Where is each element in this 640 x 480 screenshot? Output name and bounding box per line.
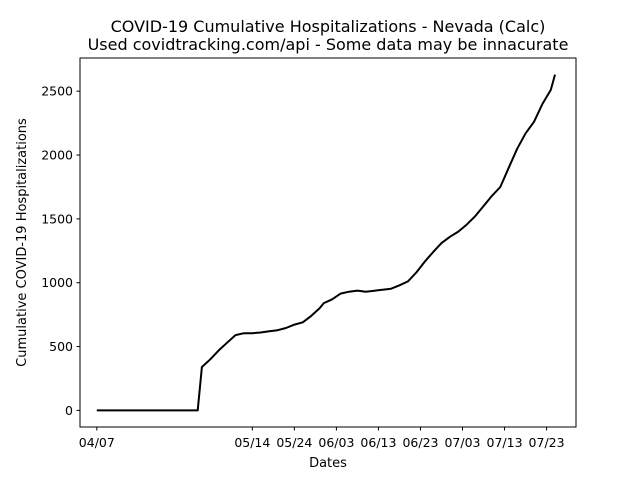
x-tick-label: 05/24 bbox=[276, 435, 312, 450]
y-tick-label: 2000 bbox=[41, 148, 73, 163]
chart-title: COVID-19 Cumulative Hospitalizations - N… bbox=[111, 17, 546, 36]
series-line bbox=[96, 74, 556, 412]
y-tick-label: 1000 bbox=[41, 275, 73, 290]
y-axis: 0 500 1000 1500 2000 2500 bbox=[41, 84, 80, 418]
y-tick-label: 0 bbox=[65, 403, 73, 418]
plot-frame bbox=[79, 57, 577, 428]
x-tick-label: 07/23 bbox=[529, 435, 565, 450]
x-axis-label: Dates bbox=[309, 456, 347, 471]
x-tick-label: 06/23 bbox=[402, 435, 438, 450]
x-axis: 04/07 05/14 05/24 06/03 06/13 06/23 07/03 07/13… bbox=[79, 427, 565, 450]
y-axis-label: Cumulative COVID-19 Hospitalizations bbox=[15, 118, 30, 367]
x-tick-label: 05/14 bbox=[234, 435, 270, 450]
y-tick-label: 2500 bbox=[41, 84, 73, 99]
x-tick-label: 06/03 bbox=[318, 435, 354, 450]
x-tick-label: 06/13 bbox=[360, 435, 396, 450]
chart-subtitle: Used covidtracking.com/api - Some data m… bbox=[88, 35, 569, 54]
y-tick-label: 500 bbox=[49, 339, 73, 354]
x-tick-label: 07/03 bbox=[444, 435, 480, 450]
x-tick-label: 04/07 bbox=[79, 435, 115, 450]
plot-series bbox=[96, 74, 556, 412]
x-tick-label: 07/13 bbox=[487, 435, 523, 450]
y-tick-label: 1500 bbox=[41, 211, 73, 226]
